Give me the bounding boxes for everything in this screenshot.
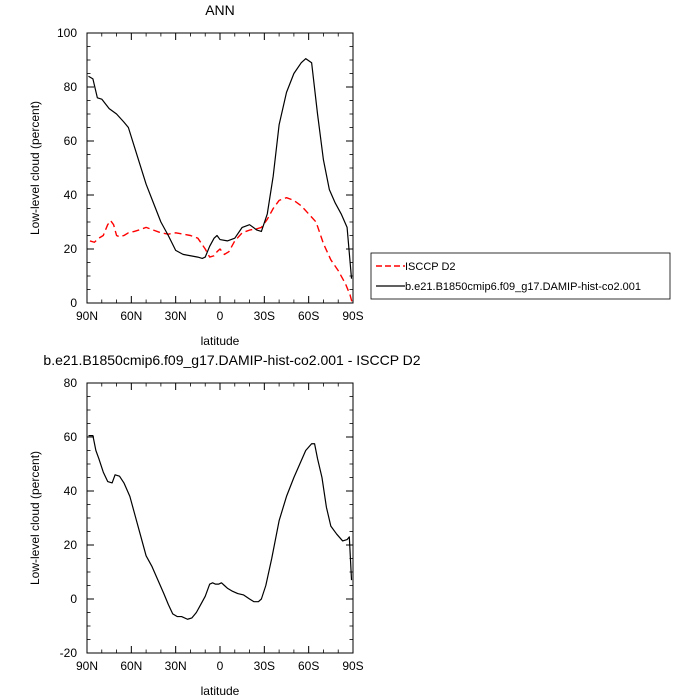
y-tick-label: 60 xyxy=(64,134,78,148)
x-tick-label: 30N xyxy=(165,309,187,323)
y-tick-label: 20 xyxy=(64,538,78,552)
x-tick-label: 90S xyxy=(342,309,363,323)
top-chart-title: ANN xyxy=(205,2,235,18)
y-tick-label: 80 xyxy=(64,376,78,390)
series-line-0-1 xyxy=(88,58,353,279)
legend-box xyxy=(370,252,671,300)
x-tick-label: 60S xyxy=(298,659,319,673)
y-tick-label: 20 xyxy=(64,242,78,256)
top-x-axis-label: latitude xyxy=(201,334,240,348)
bottom-chart-series xyxy=(88,435,353,620)
x-tick-label: 0 xyxy=(217,659,224,673)
series-line-0-0 xyxy=(89,197,353,304)
bottom-x-axis-label: latitude xyxy=(201,684,240,698)
legend: ISCCP D2 b.e21.B1850cmip6.f09_g17.DAMIP-… xyxy=(370,252,671,300)
top-y-axis-label: Low-level cloud (percent) xyxy=(28,101,42,235)
top-plot-frame xyxy=(86,32,354,304)
x-tick-label: 60N xyxy=(120,309,142,323)
y-tick-label: 0 xyxy=(70,296,77,310)
x-tick-label: 90S xyxy=(342,659,363,673)
x-tick-label: 0 xyxy=(217,309,224,323)
legend-label-model: b.e21.B1850cmip6.f09_g17.DAMIP-hist-co2.… xyxy=(405,281,641,293)
x-tick-label: 60S xyxy=(298,309,319,323)
x-tick-label: 90N xyxy=(76,309,98,323)
y-tick-label: 40 xyxy=(64,484,78,498)
top-chart-ticks: 90N 60N 30N 0 30S 60S 90S 0 20 40 60 80 100 xyxy=(57,26,364,323)
top-panel: ANN 90N 60N 30N 0 30S 60S 90S 0 20 40 60 80 100 Low-… xyxy=(28,2,671,348)
y-tick-label: 0 xyxy=(70,592,77,606)
series-line-1-0 xyxy=(88,435,353,620)
bottom-chart-ticks: 90N 60N 30N 0 30S 60S 90S -20 0 20 40 60 80 xyxy=(60,376,364,673)
y-tick-label: 60 xyxy=(64,430,78,444)
y-tick-label: -20 xyxy=(60,646,78,660)
legend-label-isccp: ISCCP D2 xyxy=(405,261,456,273)
x-tick-label: 90N xyxy=(76,659,98,673)
x-tick-label: 30S xyxy=(254,309,275,323)
bottom-plot-frame xyxy=(86,382,354,654)
top-chart-series xyxy=(88,58,353,304)
bottom-y-axis-label: Low-level cloud (percent) xyxy=(28,451,42,585)
y-tick-label: 80 xyxy=(64,80,78,94)
bottom-panel: b.e21.B1850cmip6.f09_g17.DAMIP-hist-co2.… xyxy=(28,352,421,698)
y-tick-label: 40 xyxy=(64,188,78,202)
x-tick-label: 30S xyxy=(254,659,275,673)
x-tick-label: 30N xyxy=(165,659,187,673)
bottom-chart-title: b.e21.B1850cmip6.f09_g17.DAMIP-hist-co2.… xyxy=(43,352,420,368)
y-tick-label: 100 xyxy=(57,26,77,40)
x-tick-label: 60N xyxy=(120,659,142,673)
